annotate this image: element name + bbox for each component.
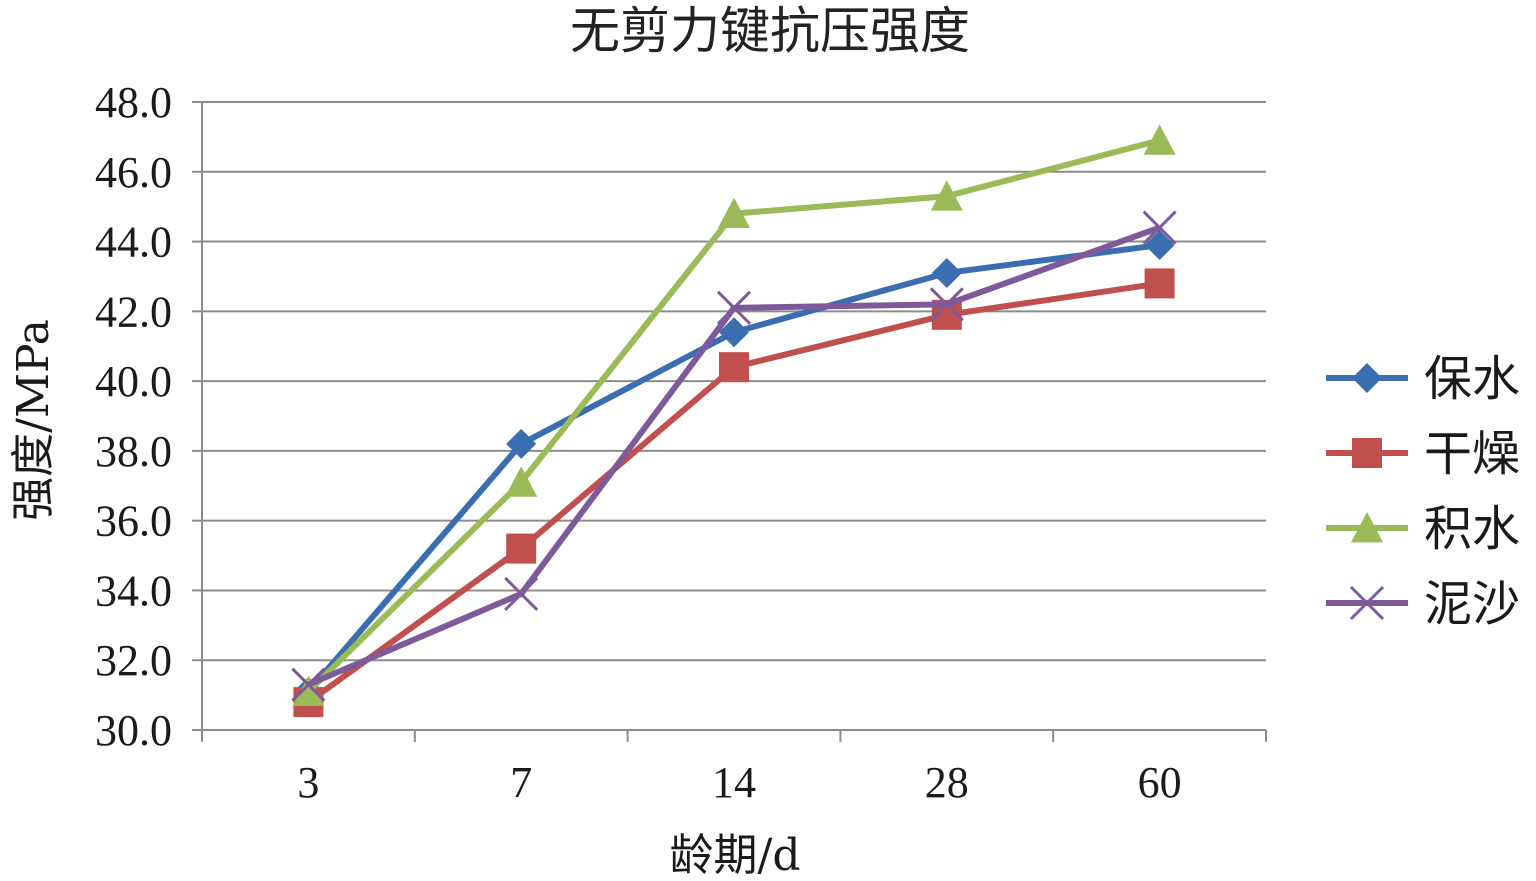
data-point xyxy=(292,675,325,707)
data-point xyxy=(1143,124,1176,155)
legend-item: 保水 xyxy=(1326,351,1520,407)
data-point xyxy=(504,576,539,611)
legend-item: 泥沙 xyxy=(1326,576,1520,632)
legend-label: 干燥 xyxy=(1424,426,1520,482)
legend-item: 积水 xyxy=(1326,501,1520,557)
legend-item: 干燥 xyxy=(1326,426,1520,482)
x-axis-label: 龄期/d xyxy=(670,830,801,881)
data-point xyxy=(1142,210,1177,245)
legend-marker xyxy=(1351,512,1383,543)
x-tick-label: 14 xyxy=(712,758,756,807)
data-point xyxy=(718,197,750,229)
data-point xyxy=(930,180,963,211)
y-axis-label: 强度/MPa xyxy=(8,319,59,521)
y-tick-label: 34.0 xyxy=(95,566,172,615)
data-point xyxy=(929,287,964,322)
data-point xyxy=(1144,230,1175,261)
legend-marker xyxy=(1349,585,1385,621)
y-tick-label: 38.0 xyxy=(95,427,172,476)
x-tick-label: 60 xyxy=(1138,758,1182,807)
x-tick-label: 7 xyxy=(510,758,532,807)
series-triangle xyxy=(292,124,1176,707)
legend-marker xyxy=(1352,438,1382,468)
x-tick-label: 28 xyxy=(925,758,969,807)
legend-label: 积水 xyxy=(1424,501,1520,557)
data-point xyxy=(505,466,538,497)
data-point xyxy=(506,428,537,459)
data-point xyxy=(506,533,537,564)
data-point xyxy=(1144,268,1175,299)
series-x xyxy=(291,210,1177,702)
y-tick-label: 44.0 xyxy=(95,218,172,267)
data-point xyxy=(716,290,752,325)
series-line xyxy=(307,224,1161,688)
marker-stroke xyxy=(1349,585,1385,621)
y-tick-label: 30.0 xyxy=(95,706,172,755)
y-tick-label: 36.0 xyxy=(95,497,172,546)
chart-title: 无剪力键抗压强度 xyxy=(570,2,970,60)
y-tick-label: 40.0 xyxy=(95,357,172,406)
axes xyxy=(192,101,1267,742)
marker-stroke xyxy=(716,290,752,325)
y-tick-label: 46.0 xyxy=(95,148,172,197)
y-tick-label: 32.0 xyxy=(95,636,172,685)
series-group xyxy=(291,124,1177,718)
marker-stroke xyxy=(929,287,964,322)
x-tick-labels: 3 7 14 28 60 xyxy=(297,758,1181,807)
y-tick-label: 48.0 xyxy=(95,78,172,127)
data-point xyxy=(719,317,749,348)
marker-stroke xyxy=(291,667,326,702)
data-point xyxy=(291,667,326,702)
marker-stroke xyxy=(1142,210,1177,245)
legend-marker xyxy=(1352,363,1382,393)
y-tick-labels: 30.0 32.0 34.0 36.0 38.0 40.0 42.0 44.0 46.0 48.0 xyxy=(95,78,172,755)
legend-label: 泥沙 xyxy=(1424,576,1520,632)
marker-stroke xyxy=(504,576,539,611)
data-point xyxy=(931,257,962,288)
data-point xyxy=(719,352,749,383)
y-tick-label: 42.0 xyxy=(95,287,172,336)
x-tick-label: 3 xyxy=(297,758,319,807)
legend-label: 保水 xyxy=(1424,351,1520,407)
